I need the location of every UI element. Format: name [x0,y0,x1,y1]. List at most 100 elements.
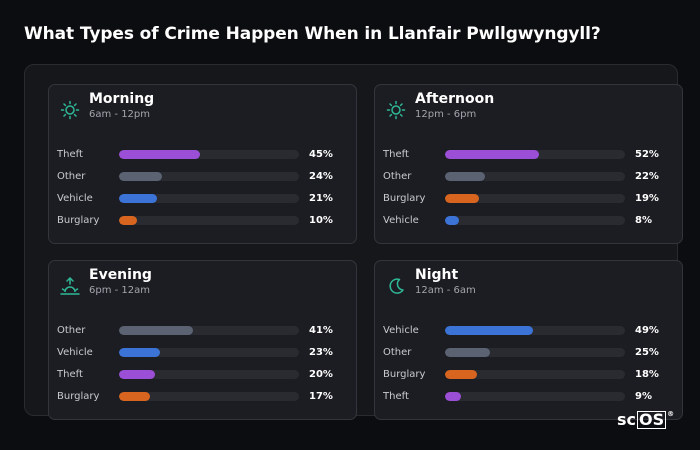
value-label: 25% [635,347,659,358]
bar-track [445,326,625,335]
category-label: Other [57,325,86,336]
bar-track [445,172,625,181]
bar-track [445,370,625,379]
bar [119,216,137,225]
bar-row: Other 24% [49,169,356,185]
value-label: 19% [635,193,659,204]
card-time-range: 6am - 12pm [89,109,151,120]
bar-row: Burglary 10% [49,213,356,229]
bar [445,348,490,357]
bar-track [445,348,625,357]
value-label: 52% [635,149,659,160]
value-label: 10% [309,215,333,226]
bar-track [445,216,625,225]
bar [119,172,162,181]
value-label: 24% [309,171,333,182]
card-morning: Morning 6am - 12pm Theft 45% Other 24% Vehicle… [48,84,357,244]
value-label: 18% [635,369,659,380]
value-label: 23% [309,347,333,358]
bar-row: Theft 45% [49,147,356,163]
value-label: 17% [309,391,333,402]
moon-icon [385,275,407,297]
category-label: Vehicle [57,193,93,204]
card-time-range: 12pm - 6pm [415,109,477,120]
bar-track [119,348,299,357]
bar [119,194,157,203]
bar [445,392,461,401]
bar-row: Theft 52% [375,147,682,163]
bar [119,370,155,379]
bar [445,216,459,225]
category-label: Other [57,171,86,182]
bar-row: Other 22% [375,169,682,185]
sun-icon [385,99,407,121]
category-label: Theft [383,391,409,402]
category-label: Other [383,347,412,358]
brand-logo: sc OS ® [617,410,674,429]
bar-row: Vehicle 23% [49,345,356,361]
card-title: Night [415,267,459,283]
category-label: Theft [383,149,409,160]
bar-track [445,194,625,203]
category-label: Burglary [383,193,426,204]
category-label: Vehicle [383,325,419,336]
value-label: 49% [635,325,659,336]
bar-track [119,150,299,159]
card-time-range: 12am - 6am [415,285,476,296]
value-label: 21% [309,193,333,204]
bar-row: Vehicle 49% [375,323,682,339]
sunset-icon [59,275,81,297]
bar-track [119,326,299,335]
card-night: Night 12am - 6am Vehicle 49% Other 25% Burglar… [374,260,683,420]
card-time-range: 6pm - 12am [89,285,151,296]
category-label: Vehicle [57,347,93,358]
bar [119,392,150,401]
category-label: Theft [57,149,83,160]
bar [119,348,160,357]
bar-row: Theft 9% [375,389,682,405]
logo-boxed: OS [637,410,667,429]
value-label: 20% [309,369,333,380]
bar [445,370,477,379]
value-label: 45% [309,149,333,160]
bar-row: Other 41% [49,323,356,339]
logo-prefix: sc [617,410,637,429]
card-afternoon: Afternoon 12pm - 6pm Theft 52% Other 22% Burgl… [374,84,683,244]
bar [445,326,533,335]
bar [445,150,539,159]
category-label: Burglary [57,391,100,402]
bar-track [445,392,625,401]
card-title: Evening [89,267,152,283]
value-label: 9% [635,391,652,402]
bar-row: Other 25% [375,345,682,361]
sun-icon [59,99,81,121]
bar-row: Vehicle 21% [49,191,356,207]
category-label: Vehicle [383,215,419,226]
bar-track [119,216,299,225]
chart-title: What Types of Crime Happen When in Llanf… [24,24,601,44]
category-label: Theft [57,369,83,380]
bar-row: Burglary 18% [375,367,682,383]
card-title: Afternoon [415,91,495,107]
logo-mark: ® [667,409,675,418]
bar-row: Vehicle 8% [375,213,682,229]
value-label: 41% [309,325,333,336]
card-evening: Evening 6pm - 12am Other 41% Vehicle 23% Theft… [48,260,357,420]
value-label: 22% [635,171,659,182]
bar [119,150,200,159]
bar [445,172,485,181]
bar-row: Burglary 19% [375,191,682,207]
bar-track [445,150,625,159]
category-label: Other [383,171,412,182]
card-title: Morning [89,91,155,107]
category-label: Burglary [57,215,100,226]
category-label: Burglary [383,369,426,380]
bar-row: Burglary 17% [49,389,356,405]
bar-track [119,194,299,203]
bar-track [119,392,299,401]
value-label: 8% [635,215,652,226]
bar-row: Theft 20% [49,367,356,383]
bar [119,326,193,335]
bar [445,194,479,203]
bar-track [119,172,299,181]
